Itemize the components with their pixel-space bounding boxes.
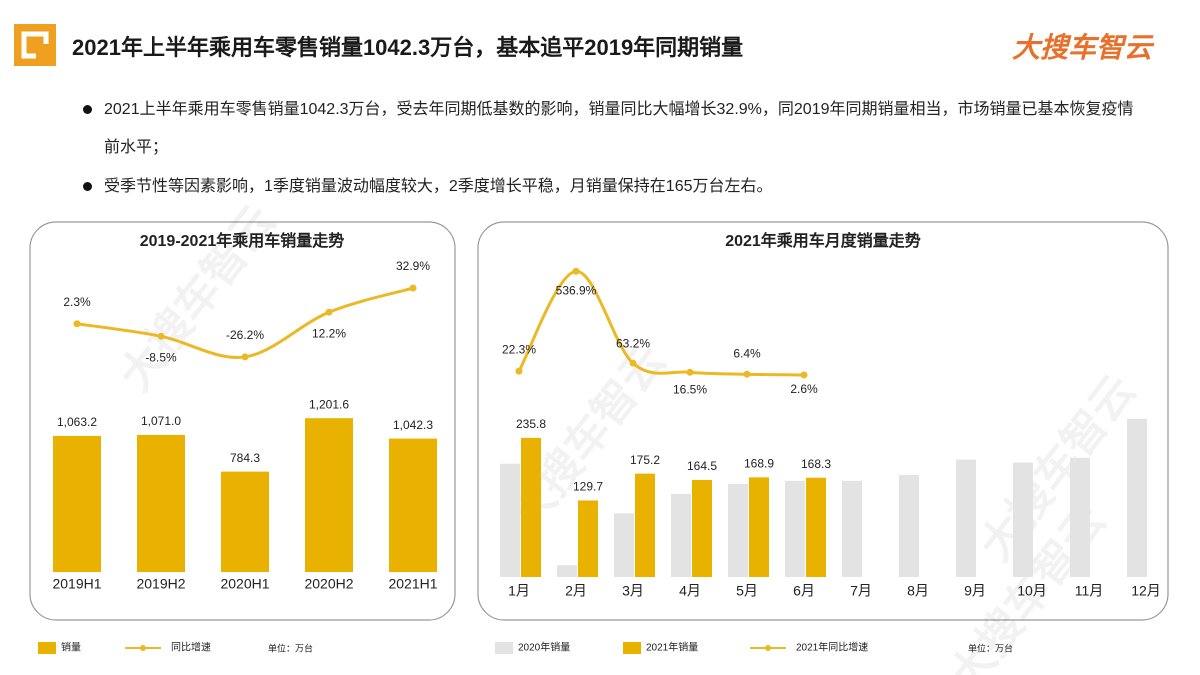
data-label: 6.4% xyxy=(733,346,761,360)
x-tick-label: 2021H1 xyxy=(388,576,437,592)
chart-title: 2019-2021年乘用车销量走势 xyxy=(140,231,345,250)
bar xyxy=(305,418,353,572)
x-tick-label: 2020H2 xyxy=(304,576,353,592)
x-tick-label: 2019H1 xyxy=(52,576,101,592)
line-point xyxy=(743,370,751,378)
x-tick-label: 6月 xyxy=(793,583,815,599)
x-tick-label: 10月 xyxy=(1017,583,1047,599)
x-tick-label: 2019H2 xyxy=(136,576,185,592)
line-point xyxy=(157,332,165,340)
x-tick-label: 2月 xyxy=(565,583,587,599)
bar xyxy=(221,471,269,572)
unit-label: 单位：万台 xyxy=(268,642,313,653)
legend-label: 2021年销量 xyxy=(646,641,698,654)
bullet: 受季节性等因素影响，1季度销量波动幅度较大，2季度增长平稳，月销量保持在165万… xyxy=(80,168,1140,206)
legend-label: 同比增速 xyxy=(171,641,211,654)
data-label: -8.5% xyxy=(145,350,177,364)
line-point xyxy=(73,320,81,328)
legend-swatch xyxy=(38,642,56,654)
data-label: 784.3 xyxy=(230,451,260,465)
title: 2021年上半年乘用车零售销量1042.3万台，基本追平2019年同期销量 xyxy=(72,35,744,60)
bar xyxy=(749,477,769,577)
line-point xyxy=(241,353,249,361)
legend-swatch xyxy=(765,645,771,651)
line-point xyxy=(325,308,333,316)
panel xyxy=(477,221,1169,621)
bar xyxy=(785,480,805,577)
bar xyxy=(842,480,862,577)
bar xyxy=(53,435,101,572)
data-label: 1,042.3 xyxy=(393,418,433,432)
data-label: 129.7 xyxy=(573,480,603,494)
bar xyxy=(692,479,712,577)
data-label: 12.2% xyxy=(312,326,346,340)
legend-label: 2020年销量 xyxy=(518,641,570,654)
x-tick-label: 2020H1 xyxy=(220,576,269,592)
bar xyxy=(671,493,691,577)
legend-label: 销量 xyxy=(61,641,81,654)
bar xyxy=(500,463,520,577)
data-label: -26.2% xyxy=(226,328,264,342)
x-tick-label: 12月 xyxy=(1131,583,1161,599)
bar xyxy=(614,513,634,577)
bar xyxy=(1070,457,1090,577)
bar xyxy=(806,477,826,577)
chart-title: 2021年乘用车月度销量走势 xyxy=(725,231,921,250)
data-label: 16.5% xyxy=(673,382,707,396)
data-label: 536.9% xyxy=(556,283,597,297)
data-label: 63.2% xyxy=(616,336,650,350)
bullet: 2021上半年乘用车零售销量1042.3万台，受去年同期低基数的影响，销量同比大… xyxy=(80,91,1140,167)
bar xyxy=(1013,462,1033,577)
line-point xyxy=(515,367,523,375)
bar xyxy=(389,438,437,572)
bar xyxy=(956,459,976,577)
watermark: 大搜车智云 xyxy=(111,196,285,400)
bar xyxy=(728,483,748,577)
legend-label: 2021年同比增速 xyxy=(796,641,868,654)
legend-swatch xyxy=(140,645,146,651)
bar xyxy=(1127,418,1147,577)
bar xyxy=(578,500,598,577)
line-point xyxy=(572,267,580,275)
logo: 大搜车智云 xyxy=(1012,32,1153,63)
line-point xyxy=(800,371,808,379)
x-tick-label: 7月 xyxy=(850,583,872,599)
line-point xyxy=(409,284,417,292)
line-point xyxy=(686,368,694,376)
x-tick-label: 5月 xyxy=(736,583,758,599)
data-label: 22.3% xyxy=(502,342,536,356)
data-label: 168.3 xyxy=(801,457,831,471)
data-label: 164.5 xyxy=(687,459,717,473)
bar xyxy=(557,565,577,577)
panel xyxy=(29,221,456,621)
data-label: 168.9 xyxy=(744,457,774,471)
data-label: 1,201.6 xyxy=(309,397,349,411)
header-icon xyxy=(14,24,56,66)
x-tick-label: 1月 xyxy=(508,583,530,599)
x-tick-label: 11月 xyxy=(1075,583,1104,599)
bar xyxy=(899,474,919,577)
data-label: 32.9% xyxy=(396,259,430,273)
x-tick-label: 3月 xyxy=(622,583,644,599)
data-label: 2.6% xyxy=(790,382,818,396)
x-tick-label: 8月 xyxy=(907,583,929,599)
line-point xyxy=(629,359,637,367)
bar xyxy=(137,434,185,572)
bar xyxy=(635,473,655,577)
charts: 2019-2021年乘用车销量走势 2019H1 2019H2 2020H1 2020H… xyxy=(38,231,1161,654)
data-label: 175.2 xyxy=(630,453,660,467)
x-tick-label: 9月 xyxy=(964,583,986,599)
x-tick-label: 4月 xyxy=(679,583,701,599)
legend-swatch xyxy=(623,642,641,654)
data-label: 1,071.0 xyxy=(141,414,181,428)
bar xyxy=(521,437,541,577)
data-label: 1,063.2 xyxy=(57,415,97,429)
unit-label: 单位：万台 xyxy=(968,642,1013,653)
data-label: 235.8 xyxy=(516,417,546,431)
legend-swatch xyxy=(495,642,513,654)
data-label: 2.3% xyxy=(63,295,91,309)
